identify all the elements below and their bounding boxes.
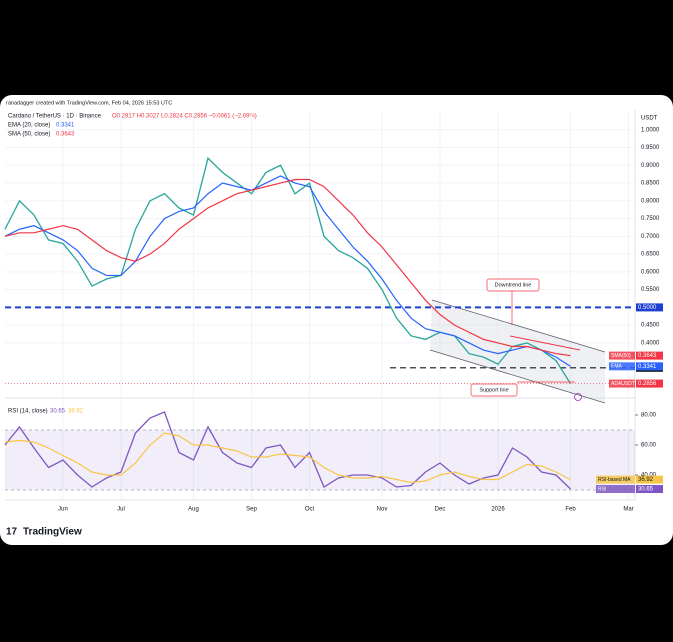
y-tick-label: 0.8000 — [641, 198, 660, 204]
x-tick-label: Sep — [246, 507, 257, 513]
price-tag-bg — [636, 351, 663, 360]
credit: ranadagger created with TradingView.com,… — [6, 100, 172, 106]
legend-value: 0.3341 — [56, 123, 75, 129]
y-tick-label: 60.00 — [641, 443, 657, 449]
rsi-tag-bg — [636, 485, 663, 494]
rsi-tag-name-bg — [596, 475, 635, 484]
logo: TradingView — [23, 527, 82, 538]
x-tick-label: Feb — [565, 507, 576, 513]
y-tick-label: 0.9500 — [641, 145, 660, 151]
price-tag: 0.2856 — [638, 381, 657, 387]
series-line — [4, 411, 571, 490]
level-tag — [636, 303, 663, 312]
rsi-band — [5, 430, 635, 490]
legend-name: EMA (20, close) — [8, 123, 50, 129]
y-tick-label: 1.0000 — [641, 127, 660, 133]
price-tag: 0.3643 — [638, 353, 657, 359]
series-line — [4, 178, 571, 357]
price-tag-name-bg — [609, 362, 635, 371]
x-tick-label: Dec — [435, 507, 446, 513]
rsi-tag-name: RSI — [598, 486, 606, 492]
price-tag-name: ADAUSDT — [611, 381, 635, 387]
series-line — [4, 175, 571, 367]
rsi-tag: 36.92 — [638, 477, 654, 483]
legend-name: SMA (50, close) — [8, 132, 50, 138]
channel — [430, 300, 605, 403]
y-tick-label: 0.8500 — [641, 181, 660, 187]
y-tick-label: 0.6500 — [641, 252, 660, 258]
price-tag-bg — [636, 362, 663, 371]
downtrend-line — [509, 335, 581, 351]
rsi-tag-name-bg — [596, 485, 635, 494]
x-tick-label: Oct — [305, 507, 315, 513]
rsi-title: RSI (14, close) — [8, 409, 48, 415]
price-tag-name-bg — [609, 351, 635, 360]
x-tick-label: Mar — [623, 507, 633, 513]
legend-value: 0.3643 — [56, 132, 75, 138]
x-tick-label: Aug — [188, 507, 199, 513]
price-tag-name: EMA — [611, 364, 623, 370]
rsi-legend-value: 36.92 — [68, 409, 84, 415]
rsi-tag: 30.65 — [638, 487, 654, 493]
price-tag-name-bg — [609, 379, 635, 388]
y-tick-label: 80.00 — [641, 413, 657, 419]
y-tick-label: 0.4000 — [641, 341, 660, 347]
price-tag-name: SMA(50) — [611, 353, 631, 359]
ohlc: O0.2917 H0.3027 L0.2824 C0.2856 −0.0061 … — [112, 114, 257, 120]
y-tick-label: 0.9000 — [641, 163, 660, 169]
x-tick-label: Jul — [117, 507, 125, 513]
logo-mark: 17 — [6, 527, 18, 538]
level-label: 0.5000 — [638, 305, 657, 311]
channel-upper — [431, 299, 606, 353]
y-tick-label: 0.7000 — [641, 234, 660, 240]
rsi-tag-bg — [636, 475, 663, 484]
y-tick-label: 0.7500 — [641, 216, 660, 222]
y-tick-label: 0.6000 — [641, 269, 660, 275]
chart-card — [0, 95, 673, 545]
y-tick-label: 0.5500 — [641, 287, 660, 293]
x-tick-label: 2026 — [491, 507, 505, 513]
currency: USDT — [641, 116, 658, 122]
rsi-tag-name: RSI-based MA — [598, 477, 631, 483]
y-tick-label: 40.00 — [641, 473, 657, 479]
x-tick-label: Nov — [377, 507, 388, 513]
annotation: Support line — [479, 387, 508, 393]
marker — [574, 393, 582, 401]
annotation-box — [470, 383, 518, 397]
price-tag: 0.3341 — [638, 364, 657, 370]
annotation: Downtrend line — [495, 282, 532, 288]
price-tag-bg — [636, 379, 663, 388]
y-tick-label: 0.4500 — [641, 323, 660, 329]
rsi-legend-value: 30.65 — [50, 409, 66, 415]
annotation-box — [486, 278, 540, 292]
x-tick-label: Jun — [58, 507, 68, 513]
symbol: Cardano / TetherUS · 1D · Binance — [8, 114, 102, 120]
series-line — [4, 432, 571, 484]
